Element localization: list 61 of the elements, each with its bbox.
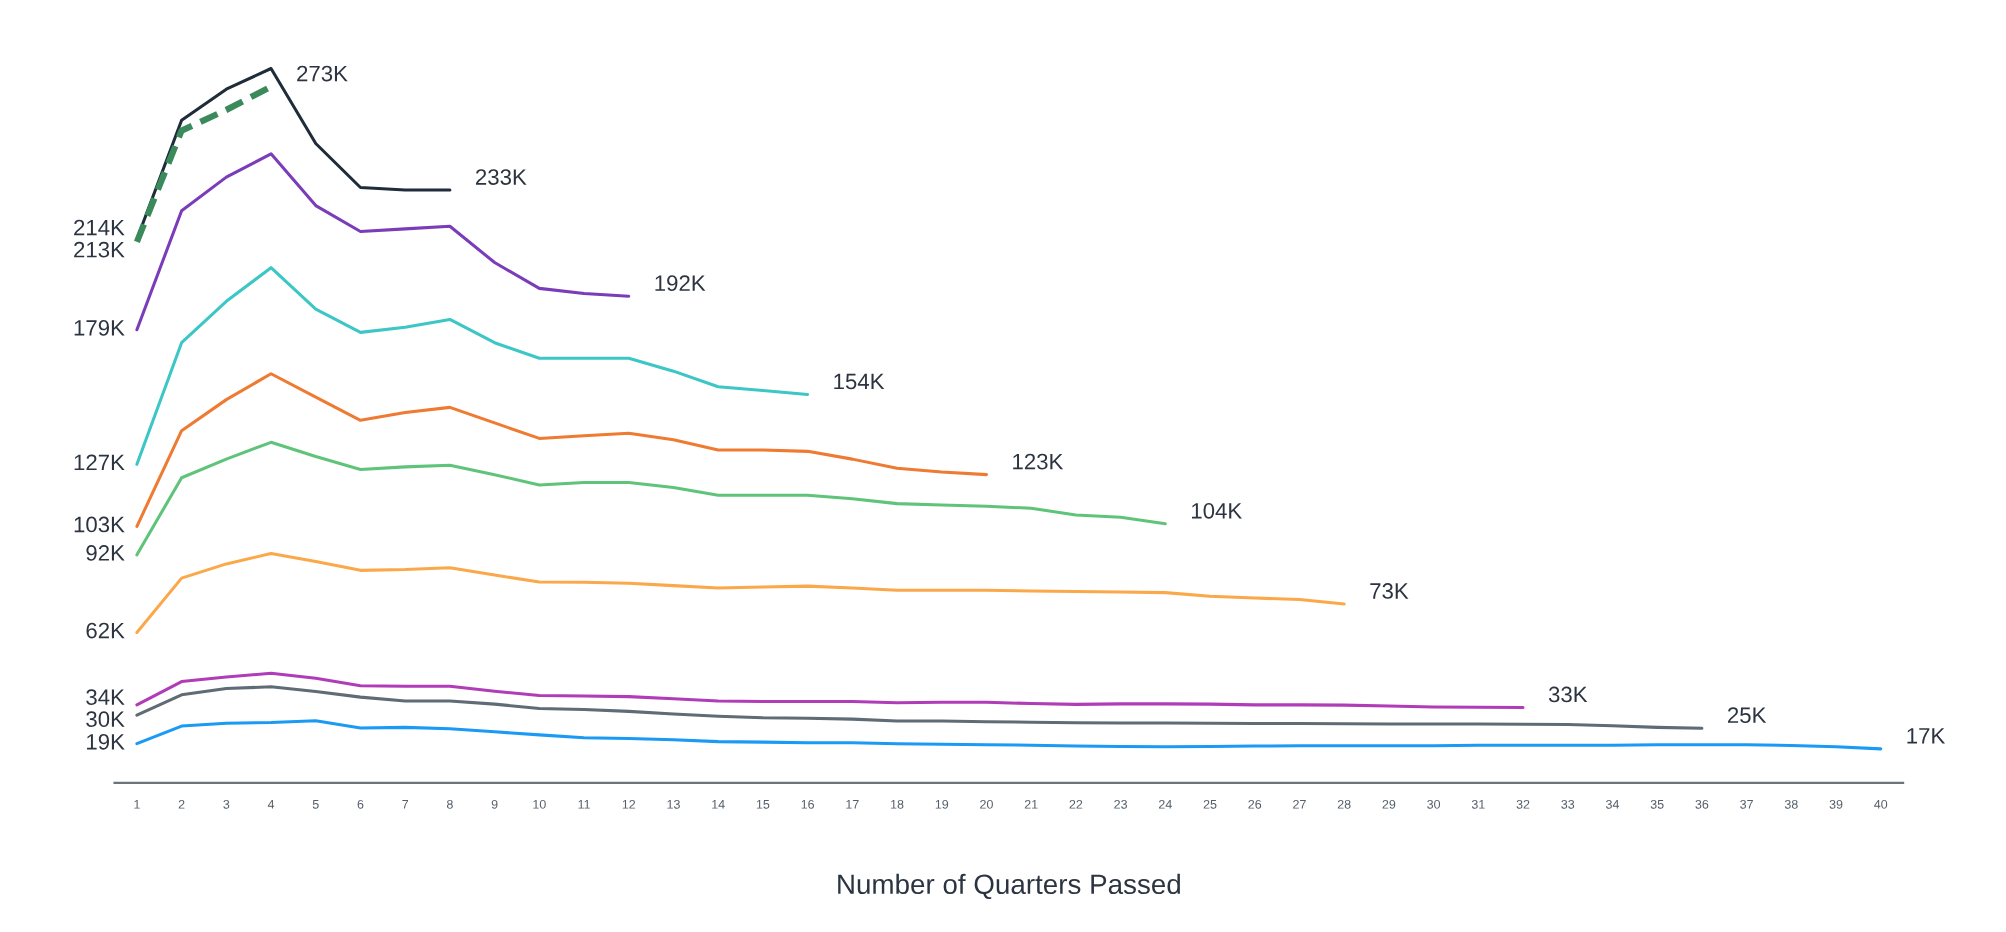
x-tick-label: 8 xyxy=(446,799,453,809)
x-tick-label: 5 xyxy=(312,800,319,809)
x-axis-title: Number of Quarters Passed xyxy=(838,873,1180,900)
x-tick-label: 22 xyxy=(1069,799,1083,809)
x-tick-label: 11 xyxy=(578,800,590,809)
x-tick-label: 7 xyxy=(402,800,409,809)
data-label: 25K xyxy=(1728,707,1767,724)
data-label: 233K xyxy=(476,169,527,185)
x-tick-label: 35 xyxy=(1650,799,1664,809)
x-tick-label: 25 xyxy=(1203,799,1217,809)
data-label: 123K xyxy=(1013,453,1064,470)
x-tick-label: 28 xyxy=(1337,799,1351,809)
x-tick-label: 26 xyxy=(1248,799,1262,809)
x-tick-label: 10 xyxy=(533,799,546,809)
x-tick-label: 39 xyxy=(1829,799,1843,809)
data-label: 214K xyxy=(74,219,125,236)
x-tick-label: 23 xyxy=(1114,799,1127,809)
data-label: 154K xyxy=(834,373,885,390)
x-tick-label: 4 xyxy=(267,800,275,809)
data-label: 19K xyxy=(87,733,125,750)
data-label: 62K xyxy=(86,622,125,639)
data-label: 104K xyxy=(1192,502,1242,519)
data-label: 192K xyxy=(655,275,706,292)
data-label: 34K xyxy=(86,689,125,706)
data-label: 127K xyxy=(74,454,125,471)
data-label: 213K xyxy=(74,241,125,258)
x-tick-label: 30 xyxy=(1427,799,1441,809)
data-label: 33K xyxy=(1548,686,1588,703)
x-tick-label: 6 xyxy=(357,799,364,809)
x-tick-label: 15 xyxy=(756,800,770,809)
x-tick-label: 27 xyxy=(1293,799,1306,809)
data-label: 179K xyxy=(74,320,125,336)
x-tick-label: 1 xyxy=(134,800,140,809)
x-tick-label: 9 xyxy=(491,799,498,809)
x-tick-label: 34 xyxy=(1605,799,1620,809)
x-tick-label: 36 xyxy=(1695,799,1709,809)
x-tick-label: 17 xyxy=(846,800,859,809)
x-tick-label: 2 xyxy=(178,799,185,809)
x-tick-label: 32 xyxy=(1516,799,1530,809)
data-label: 103K xyxy=(74,516,125,533)
x-tick-label: 14 xyxy=(712,800,725,809)
data-label: 92K xyxy=(86,545,125,561)
x-tick-label: 31 xyxy=(1471,799,1485,809)
x-tick-label: 16 xyxy=(801,799,815,809)
x-tick-label: 21 xyxy=(1024,799,1038,809)
x-tick-label: 29 xyxy=(1382,799,1396,809)
x-tick-label: 19 xyxy=(935,799,949,809)
data-label: 17K xyxy=(1907,728,1946,744)
data-label: 273K xyxy=(297,65,348,82)
data-label: 73K xyxy=(1370,583,1409,599)
x-tick-label: 40 xyxy=(1874,799,1888,809)
x-tick-label: 12 xyxy=(622,799,636,809)
x-tick-label: 20 xyxy=(980,799,993,809)
x-tick-label: 18 xyxy=(891,799,904,809)
x-tick-label: 3 xyxy=(223,799,230,809)
x-tick-label: 38 xyxy=(1784,799,1798,809)
data-label: 30K xyxy=(86,711,125,728)
x-tick-label: 33 xyxy=(1561,799,1575,809)
x-tick-label: 13 xyxy=(667,799,680,809)
x-tick-label: 24 xyxy=(1158,799,1172,809)
x-tick-label: 37 xyxy=(1740,799,1753,809)
